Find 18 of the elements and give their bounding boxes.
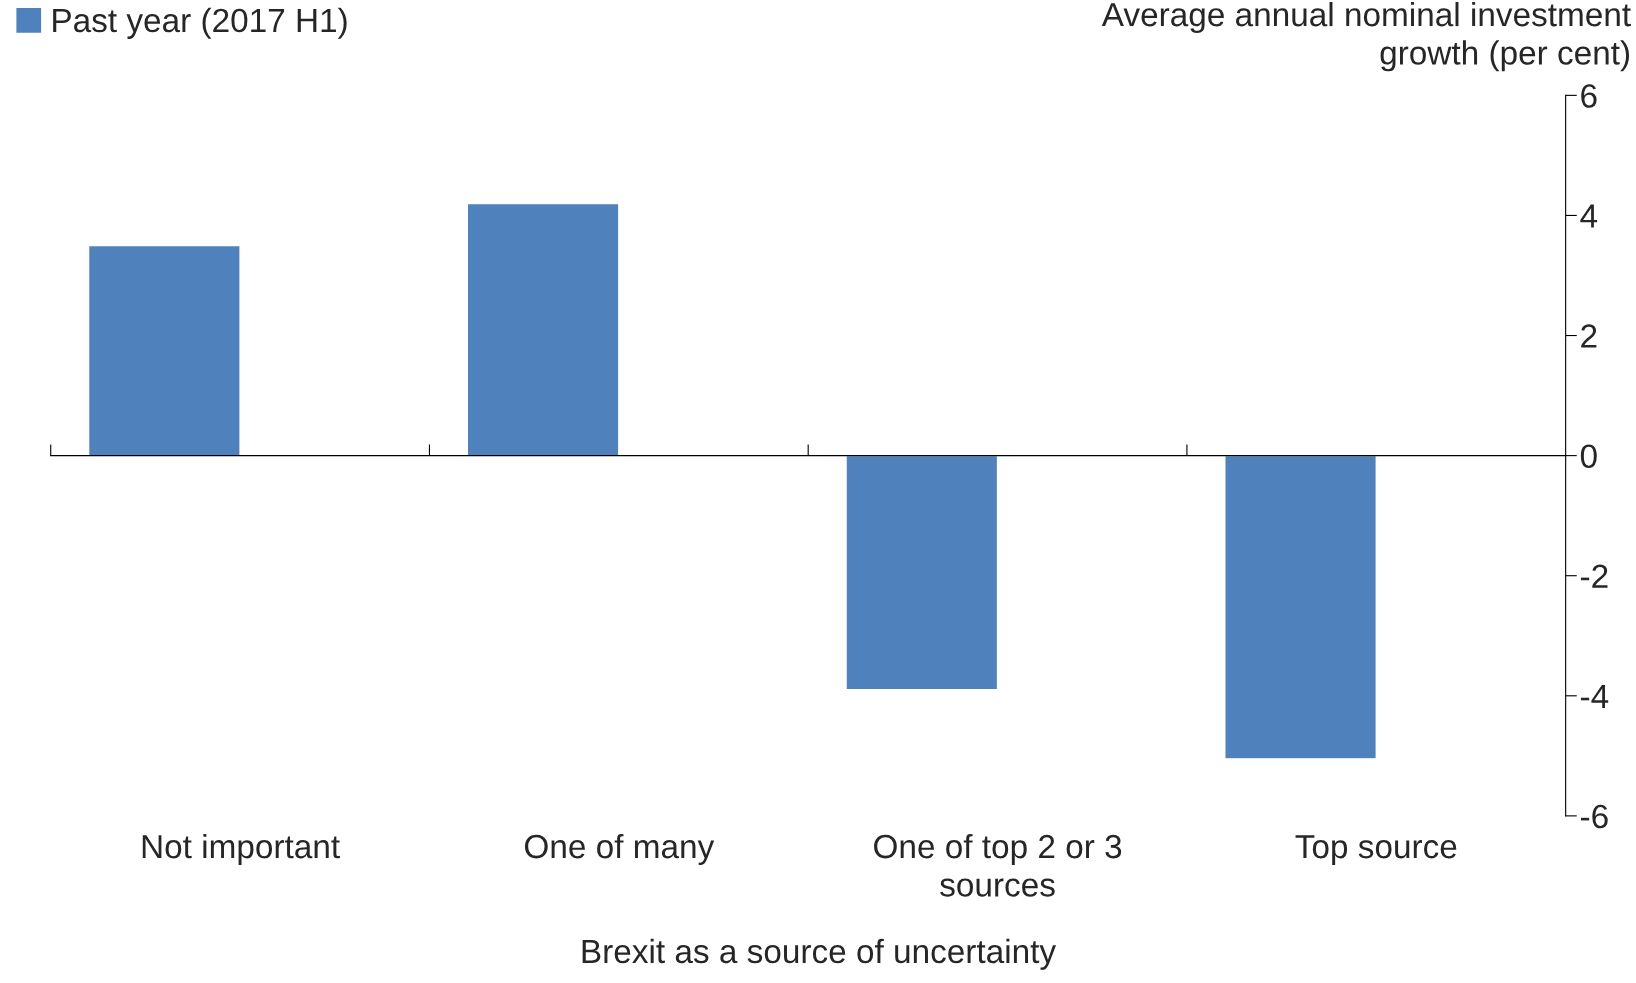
bar	[87, 244, 241, 457]
x-tick-label: One of many	[524, 833, 715, 865]
y-tick-label: 6	[1581, 84, 1597, 108]
x-tick-label: Not important	[142, 833, 340, 865]
legend-label: Past year (2017 H1)	[53, 7, 347, 39]
y-axis-title: Average annual nominal investment growth (per cent)	[1101, 1, 1631, 72]
y-tick-label: -4	[1581, 684, 1609, 708]
y-tick-label: -2	[1581, 564, 1608, 588]
y-tick-label: 0	[1580, 444, 1597, 469]
bar	[845, 454, 999, 691]
x-tick-label: One of top 2 or 3 sources	[874, 833, 1122, 897]
y-tick-label: -6	[1581, 804, 1608, 829]
x-tick-label: Top source	[1295, 835, 1457, 865]
y-tick-label: 2	[1581, 324, 1597, 348]
x-axis-title: Brexit as a source of uncertainty	[582, 938, 1057, 970]
bar	[466, 202, 620, 457]
bar	[1224, 454, 1377, 760]
y-tick-label: 4	[1580, 204, 1598, 228]
